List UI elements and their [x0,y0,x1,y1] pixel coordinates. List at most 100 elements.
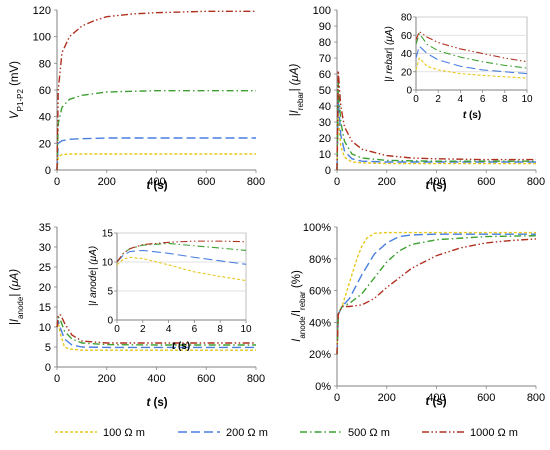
x-tick-label: 0 [334,176,340,188]
x-tick-label: 200 [98,176,116,188]
x-axis-label-unit: (s) [466,110,481,121]
x-tick-label: 400 [427,392,445,404]
y-tick-label: 0% [315,381,331,393]
x-tick-label: 0 [114,324,120,335]
x-tick-label: 600 [197,373,215,385]
x-tick-label: 10 [240,324,252,335]
x-axis-label-var: t [425,180,430,192]
y-axis-label: VP1-P2 (mV) [9,61,25,119]
y-tick-label: 100% [303,222,331,234]
x-tick-label: 400 [147,176,165,188]
y-tick-label: 0 [107,316,113,327]
y-tick-label: 100 [313,5,331,17]
panel-d: 0% 20% 40% 60% 80% 100% 0 200 400 600 800 t (s) Iano… [291,222,545,408]
series-line [56,137,256,171]
x-axis-label-var: t [172,341,176,352]
x-tick-label: 800 [527,392,545,404]
series-line [56,89,256,171]
y-tick-label: 10 [102,258,114,269]
y-tick-label: 0 [45,362,51,374]
y-axis-label-part: (%) [291,270,303,291]
y-tick-label: 100 [33,32,51,44]
series-line [415,32,528,69]
series-line [415,31,528,63]
x-tick-label: 0 [413,94,419,105]
x-tick-label: 200 [378,176,396,188]
legend-label: 100 Ω m [103,427,145,439]
y-tick-label: 40 [39,112,51,124]
series-line [56,316,256,346]
y-tick-label: 20 [319,133,331,145]
x-tick-label: 200 [378,392,396,404]
y-tick-label: 50 [319,85,331,97]
y-axis-label-sub: rebar [298,291,307,310]
y-tick-label: 0 [45,165,51,177]
x-axis-label: t (s) [172,341,190,352]
legend-label: 200 Ω m [226,427,268,439]
series-line [116,242,247,263]
y-tick-label: 5 [107,287,113,298]
series-line [336,235,537,355]
y-tick-label: 40 [401,49,413,60]
x-tick-label: 6 [480,94,486,105]
y-tick-label: 60% [309,286,331,298]
y-tick-label: 30 [319,117,331,129]
y-tick-label: 60 [319,69,331,81]
x-axis-label: t (s) [425,396,446,408]
series-line [336,113,536,171]
x-axis-label-unit: (s) [150,397,167,409]
y-axis-label-part: |I [289,109,301,116]
x-axis-label-var: t [146,397,151,409]
y-axis-label-part: | (μA) [9,269,21,297]
x-tick-label: 800 [247,176,265,188]
series-line [116,249,247,265]
series-line [415,57,528,79]
y-axis-label: |I rebar| (μA) [384,26,395,82]
y-tick-label: 90 [319,21,331,33]
y-tick-label: 10 [39,322,51,334]
x-axis-label: t (s) [146,180,167,192]
series-line [336,231,536,355]
series-line [56,322,256,351]
x-tick-label: 800 [247,373,265,385]
y-tick-label: 80 [319,37,331,49]
x-axis-label-var: t [463,110,467,121]
x-tick-label: 0 [334,392,340,404]
y-tick-label: 35 [39,222,51,234]
x-tick-label: 4 [166,324,172,335]
legend-label: 500 Ω m [348,427,390,439]
series-line [56,10,256,171]
y-axis-label-part: V [9,110,21,119]
x-axis-label: t (s) [463,110,481,121]
x-tick-label: 6 [192,324,198,335]
series-line [336,238,537,355]
x-tick-label: 8 [217,324,223,335]
y-tick-label: 15 [39,302,51,314]
y-tick-label: 80% [309,254,331,266]
x-axis-label-var: t [425,396,430,408]
x-tick-label: 0 [54,373,60,385]
y-axis-label-part: (mV) [9,61,21,89]
panel-a: 0 20 40 60 80 100 120 0 200 400 600 800 t (s) VP1-P2 … [9,5,265,192]
series-line [415,45,528,75]
x-tick-label: 4 [458,94,464,105]
x-tick-label: 2 [140,324,146,335]
series-line [336,233,536,355]
x-tick-label: 600 [477,176,495,188]
y-tick-label: 80 [39,58,51,70]
series-line [56,153,256,171]
x-tick-label: 10 [521,94,533,105]
y-axis-label-sub: rebar [296,91,305,110]
y-axis-label: |I anode| (μA) [88,246,99,306]
series-line [336,81,536,171]
x-tick-label: 200 [98,373,116,385]
x-tick-label: 600 [477,392,495,404]
y-tick-label: 30 [39,242,51,254]
series-line [56,320,256,349]
y-axis-label-part: |I [9,318,21,325]
x-axis-label-unit: (s) [175,341,190,352]
y-tick-label: 10 [319,149,331,161]
y-tick-label: 20 [39,138,51,150]
